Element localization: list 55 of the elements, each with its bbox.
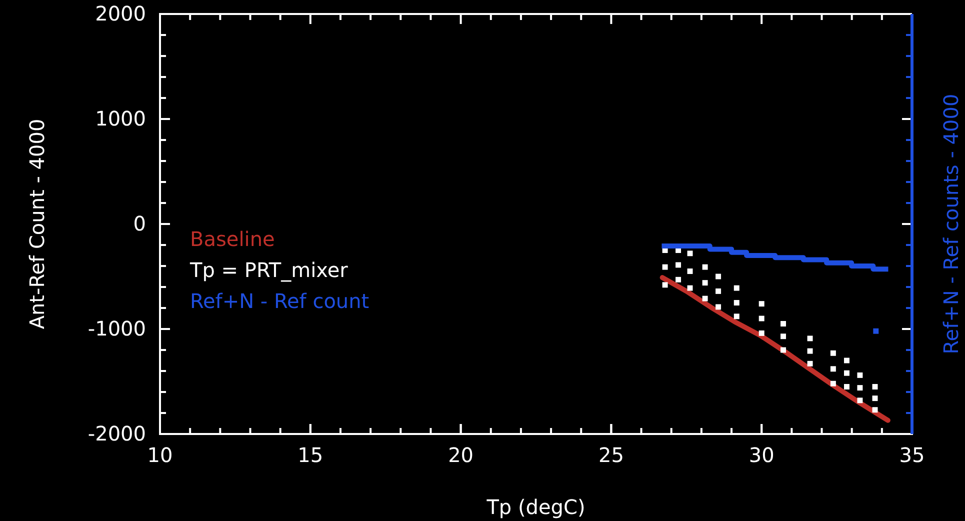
y2-axis-title: Ref+N - Ref counts - 4000	[939, 94, 963, 354]
y-tick-label: -2000	[88, 421, 146, 446]
point	[844, 384, 850, 390]
point	[872, 384, 878, 390]
point	[857, 372, 863, 378]
x-tick-label: 10	[147, 443, 173, 468]
x-tick-label: 25	[598, 443, 624, 468]
point	[687, 268, 693, 274]
point	[807, 336, 813, 342]
x-tick-label: 20	[448, 443, 474, 468]
point	[872, 407, 878, 413]
point	[780, 334, 786, 340]
y-tick-label: -1000	[88, 316, 146, 340]
point	[702, 264, 708, 270]
point	[844, 358, 850, 364]
point	[830, 350, 836, 356]
point	[780, 347, 786, 353]
point	[702, 296, 708, 302]
point	[716, 288, 722, 294]
point	[758, 330, 764, 336]
x-tick-label: 30	[748, 443, 774, 468]
x-tick-label: 15	[298, 443, 324, 468]
point	[872, 396, 878, 402]
point	[758, 316, 764, 322]
point	[676, 276, 682, 282]
y-tick-label: 0	[133, 211, 146, 236]
point	[702, 280, 708, 286]
point	[844, 370, 850, 376]
point	[687, 250, 693, 256]
x-axis-title: Tp (degC)	[486, 495, 586, 519]
y-tick-label: 1000	[95, 106, 146, 130]
point	[830, 380, 836, 386]
point	[807, 360, 813, 366]
point	[676, 262, 682, 268]
text: Ref+N - Ref count	[190, 289, 370, 313]
point	[734, 300, 740, 306]
text: Baseline	[190, 227, 275, 251]
y-axis-title: Ant-Ref Count - 4000	[25, 118, 49, 330]
point	[830, 366, 836, 372]
point	[857, 385, 863, 391]
point	[780, 321, 786, 326]
point	[807, 348, 813, 354]
point	[734, 285, 740, 291]
point	[758, 301, 764, 307]
point	[662, 282, 668, 288]
point	[687, 285, 693, 291]
point	[716, 304, 722, 310]
point	[734, 314, 740, 320]
text: Tp = PRT_mixer	[189, 258, 349, 282]
x-tick-label: 35	[899, 443, 925, 468]
point	[662, 264, 668, 270]
y-tick-label: 2000	[95, 1, 146, 26]
point	[857, 398, 863, 404]
point	[716, 274, 722, 280]
point	[873, 328, 879, 334]
